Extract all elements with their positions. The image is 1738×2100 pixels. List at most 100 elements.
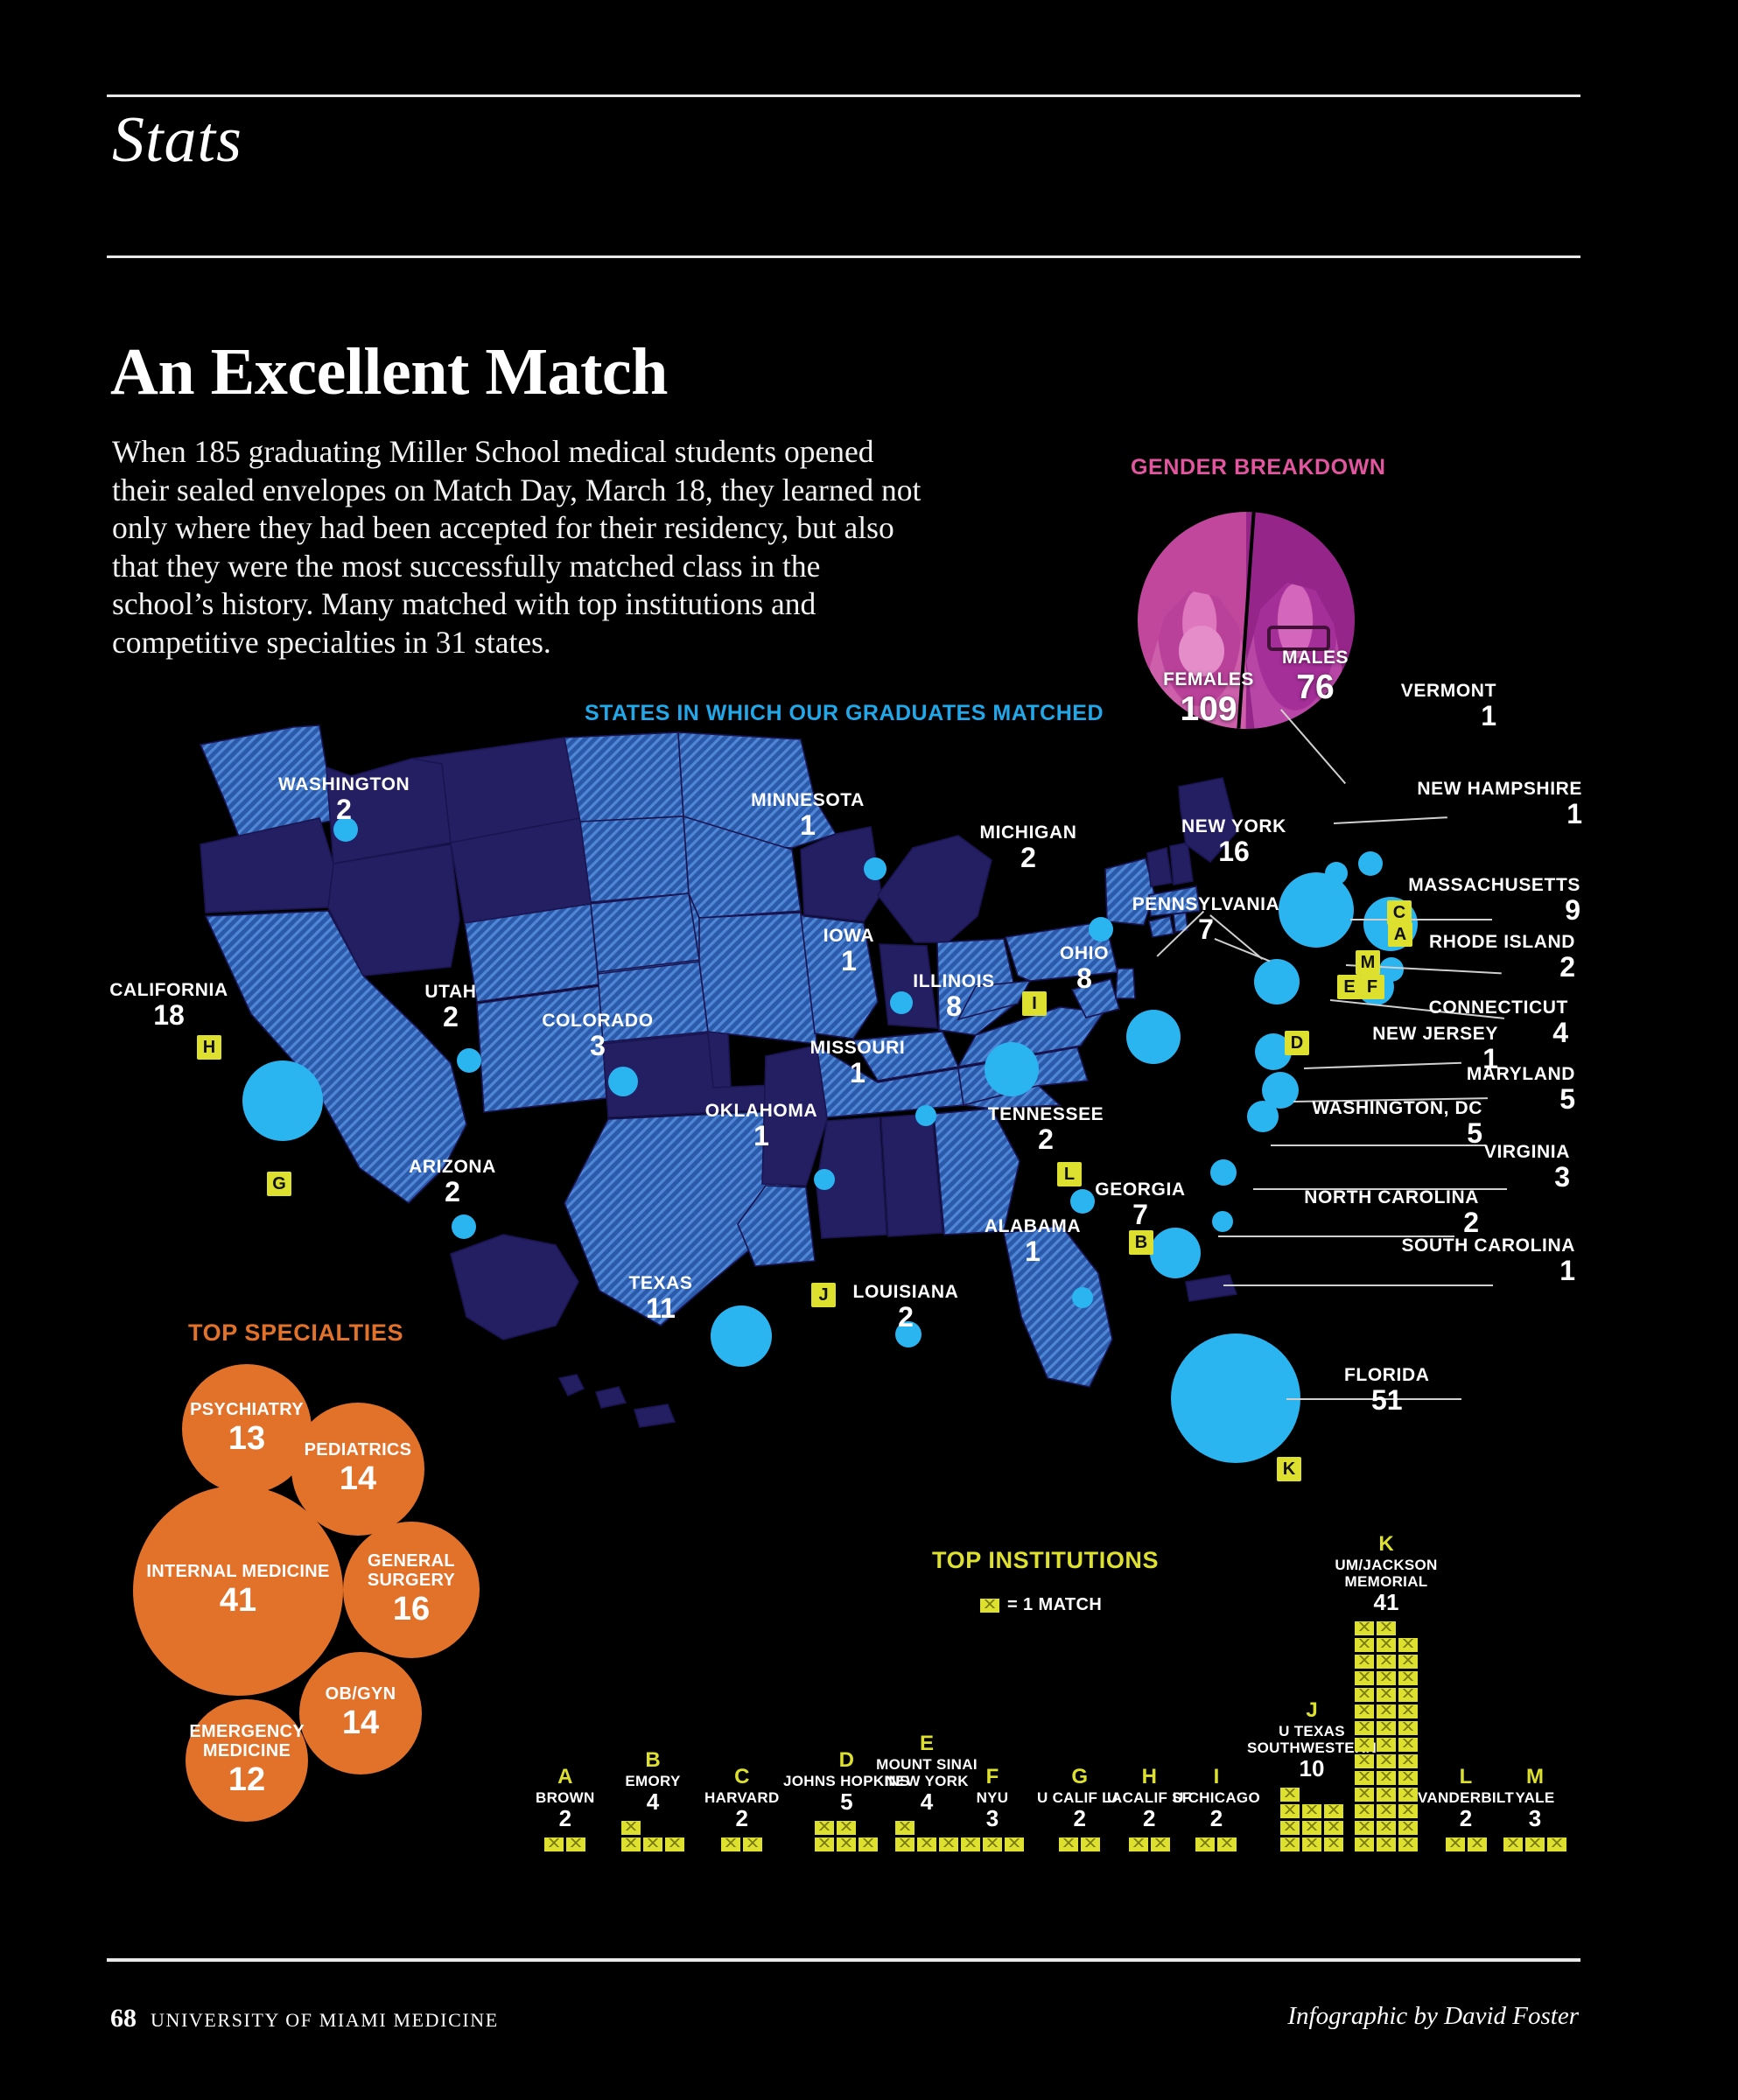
map-bubble-arizona — [452, 1214, 476, 1239]
state-name: ILLINOIS — [913, 971, 995, 991]
males-name: MALES — [1282, 648, 1349, 668]
header-rule-top — [107, 94, 1580, 97]
leader-line — [1223, 1284, 1493, 1286]
specialty-value: 14 — [341, 1704, 380, 1742]
gender-breakdown-title: GENDER BREAKDOWN — [1131, 455, 1386, 480]
institution-column-k: K UM/JACKSON MEMORIAL 41 — [1321, 1532, 1451, 1852]
envelope-grid — [1355, 1621, 1418, 1852]
leader-line — [1253, 1188, 1507, 1190]
institution-header: A BROWN 2 — [536, 1764, 595, 1831]
map-badge-h: H — [197, 1035, 221, 1060]
institution-key: G — [1071, 1764, 1089, 1788]
envelope-icon — [1398, 1671, 1418, 1685]
state-name: NEW HAMPSHIRE — [1417, 779, 1582, 799]
state-name: MARYLAND — [1466, 1064, 1575, 1084]
envelope-icon — [1377, 1838, 1396, 1852]
map-bubble-colorado — [608, 1067, 638, 1096]
envelope-icon — [1467, 1838, 1487, 1852]
state-name: MICHIGAN — [979, 822, 1077, 843]
institution-key: J — [1306, 1698, 1318, 1722]
state-label-massachusetts: MASSACHUSETTS 9 — [1339, 875, 1580, 926]
state-name: LOUISIANA — [852, 1282, 959, 1302]
state-value: 5 — [1467, 1117, 1482, 1149]
institution-name: U CALIF LA — [1037, 1788, 1123, 1806]
map-bubble-alabama — [1072, 1287, 1093, 1308]
specialty-value: 41 — [219, 1582, 257, 1620]
envelope-row — [1445, 1838, 1487, 1852]
map-bubble-north-carolina — [1210, 1159, 1237, 1186]
envelope-row — [815, 1838, 879, 1852]
state-label-iowa: IOWA 1 — [805, 926, 893, 976]
state-name: CALIFORNIA — [109, 980, 228, 1000]
institution-header: F NYU 3 — [977, 1765, 1009, 1831]
institution-column-d: D JOHNS HOPKINS 5 — [783, 1748, 910, 1852]
envelope-icon — [1355, 1655, 1374, 1669]
envelope-icon — [621, 1821, 641, 1835]
institution-name: VANDERBILT — [1418, 1788, 1515, 1806]
state-name: FLORIDA — [1344, 1365, 1430, 1385]
state-label-minnesota: MINNESOTA 1 — [733, 790, 882, 841]
state-label-california: CALIFORNIA 18 — [103, 980, 235, 1031]
state-name: OKLAHOMA — [704, 1101, 818, 1121]
institution-value: 2 — [1459, 1804, 1473, 1831]
envelope-grid — [1059, 1838, 1101, 1852]
state-label-washington: WASHINGTON 2 — [278, 774, 410, 825]
state-value: 2 — [1463, 1207, 1479, 1238]
state-label-north-carolina: NORTH CAROLINA 2 — [1208, 1187, 1479, 1238]
specialty-value: 14 — [339, 1460, 377, 1498]
state-value: 8 — [1076, 962, 1092, 994]
map-badge-l: L — [1057, 1162, 1082, 1186]
envelope-icon — [1217, 1838, 1237, 1852]
institution-key: A — [557, 1764, 573, 1788]
envelope-row — [1355, 1688, 1418, 1702]
envelope-icon — [1377, 1788, 1396, 1802]
institution-name: MOUNT SINAI NEW YORK — [876, 1755, 978, 1789]
header-rule-bottom — [107, 256, 1580, 258]
institution-header: D JOHNS HOPKINS 5 — [783, 1748, 910, 1815]
envelope-icon — [1355, 1704, 1374, 1718]
state-name: VERMONT — [1400, 681, 1496, 701]
institution-name: U CALIF SF — [1107, 1788, 1192, 1806]
institution-key: C — [734, 1764, 750, 1788]
state-name: NEW JERSEY — [1372, 1024, 1498, 1044]
envelope-row — [1280, 1838, 1343, 1852]
institution-value: 2 — [1073, 1804, 1086, 1831]
infographic-credit: Infographic by David Foster — [1287, 2002, 1579, 2030]
envelope-icon — [643, 1838, 662, 1852]
envelope-icon — [1398, 1788, 1418, 1802]
map-bubble-new-hampshire — [1358, 851, 1383, 876]
map-bubble-oklahoma — [814, 1169, 835, 1190]
state-name: TEXAS — [628, 1273, 693, 1293]
institution-header: M YALE 3 — [1516, 1765, 1555, 1831]
envelope-icon — [1547, 1838, 1566, 1852]
envelope-grid — [1195, 1838, 1237, 1852]
envelope-icon — [1355, 1671, 1374, 1685]
state-name: CONNECTICUT — [1428, 998, 1568, 1018]
envelope-icon — [1128, 1838, 1148, 1852]
envelope-icon — [1355, 1754, 1374, 1768]
institution-value: 4 — [646, 1788, 660, 1815]
institution-column-f: F NYU 3 — [961, 1765, 1024, 1852]
envelope-icon — [621, 1838, 641, 1852]
institution-name: U TEXAS SOUTHWESTERN — [1247, 1722, 1377, 1756]
envelope-grid — [1280, 1788, 1343, 1852]
envelope-icon — [1355, 1738, 1374, 1752]
map-badge-j: J — [811, 1283, 836, 1307]
envelope-grid — [961, 1838, 1024, 1852]
envelope-icon — [1398, 1821, 1418, 1835]
envelope-icon — [895, 1838, 915, 1852]
map-bubble-new-york — [1279, 872, 1354, 948]
institution-column-m: M YALE 3 — [1503, 1765, 1566, 1852]
envelope-icon — [815, 1821, 835, 1835]
envelope-row — [1195, 1838, 1237, 1852]
institution-header: E MOUNT SINAI NEW YORK 4 — [862, 1732, 992, 1815]
envelope-icon — [1377, 1804, 1396, 1818]
envelope-icon — [1377, 1821, 1396, 1835]
specialty-bubble-psychiatry: PSYCHIATRY 13 — [182, 1364, 312, 1494]
envelope-icon — [917, 1838, 936, 1852]
state-value: 1 — [850, 1057, 865, 1088]
envelope-grid — [815, 1821, 879, 1852]
state-value: 16 — [1218, 836, 1250, 867]
map-badge-e: E — [1337, 975, 1362, 999]
